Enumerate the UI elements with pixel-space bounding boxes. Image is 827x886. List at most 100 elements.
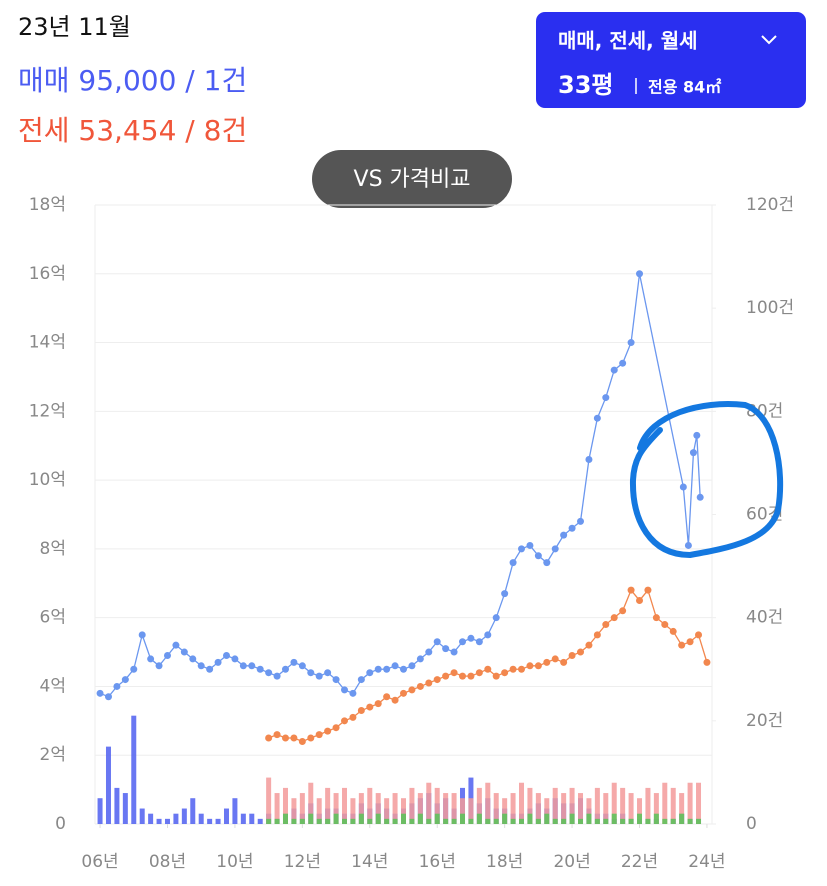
volume-bar: [401, 813, 406, 824]
price-point: [383, 693, 391, 701]
volume-bar: [476, 813, 482, 824]
price-point: [475, 669, 483, 677]
volume-bar: [384, 798, 390, 824]
volume-bar: [485, 782, 491, 824]
volume-bar: [620, 818, 626, 824]
price-point: [113, 682, 121, 690]
y-tick-label: 14억: [29, 333, 66, 353]
price-point: [593, 414, 601, 422]
price-point: [273, 731, 281, 739]
price-point: [400, 665, 407, 673]
volume-bar: [569, 787, 575, 824]
volume-bar: [653, 793, 659, 824]
price-point: [684, 541, 692, 549]
volume-bar: [341, 818, 347, 824]
volume-bar: [578, 793, 584, 824]
volume-bar: [569, 813, 575, 824]
price-point: [602, 621, 610, 629]
price-point: [467, 634, 475, 642]
price-point: [180, 648, 188, 656]
price-point: [568, 524, 576, 532]
volume-bar: [696, 782, 702, 824]
price-point: [551, 655, 559, 663]
volume-bar: [358, 793, 364, 824]
price-point: [138, 631, 146, 639]
volume-bar: [611, 813, 617, 824]
price-point: [147, 655, 155, 663]
volume-bar: [552, 818, 558, 824]
volume-bar: [561, 818, 567, 824]
volume-bar: [586, 813, 592, 824]
x-tick-label: 10년: [216, 852, 253, 872]
y-tick-label: 2억: [40, 745, 66, 765]
price-point: [696, 493, 704, 501]
price-point: [130, 665, 138, 673]
price-point: [593, 631, 601, 639]
volume-bar: [350, 798, 356, 824]
price-point: [543, 658, 551, 666]
volume-bar: [687, 782, 693, 824]
volume-bar: [519, 782, 525, 824]
compare-bg[interactable]: [312, 150, 512, 208]
price-point: [534, 662, 542, 670]
volume-bar: [198, 813, 204, 824]
price-point: [349, 713, 357, 721]
volume-bar: [485, 818, 491, 824]
volume-bar: [443, 793, 449, 824]
price-point: [509, 559, 517, 567]
volume-bar: [434, 787, 440, 824]
y-tick-label: 6억: [40, 608, 66, 628]
volume-bar: [384, 818, 390, 824]
price-point: [526, 541, 534, 549]
price-point: [366, 669, 374, 677]
price-point: [416, 682, 424, 690]
price-point: [121, 676, 129, 684]
filter-button[interactable]: 매매, 전세, 월세 33평 전용 84㎡: [536, 12, 806, 108]
price-point: [104, 693, 112, 701]
volume-bar: [358, 813, 364, 824]
volume-bar: [282, 813, 288, 824]
compare-button[interactable]: VS 가격비교: [312, 150, 512, 208]
filter-bg[interactable]: [536, 12, 806, 108]
x-tick-label: 14년: [351, 852, 388, 872]
price-point: [357, 676, 365, 684]
volume-bar: [350, 818, 356, 824]
price-point: [619, 607, 627, 615]
volume-bar: [620, 787, 626, 824]
price-point: [214, 658, 222, 666]
volume-bar: [662, 782, 668, 824]
filter-size[interactable]: 33평: [558, 71, 613, 99]
y-tick-label: 16억: [29, 264, 66, 284]
sale-summary: 매매 95,000 / 1건: [18, 64, 247, 97]
price-point: [349, 689, 357, 697]
price-point: [543, 559, 551, 567]
y-tick-label: 18억: [29, 195, 66, 215]
volume-bar: [687, 818, 693, 824]
volume-bar: [392, 818, 398, 824]
filter-types[interactable]: 매매, 전세, 월세: [558, 29, 698, 53]
period: 23년 11월: [18, 13, 131, 41]
price-point: [324, 727, 332, 735]
volume-bar: [460, 798, 466, 824]
price-point: [408, 662, 416, 670]
price-point: [324, 669, 332, 677]
filter-area[interactable]: 전용 84㎡: [648, 78, 721, 97]
chevron[interactable]: [761, 35, 777, 45]
price-point: [442, 672, 450, 680]
price-point: [433, 638, 441, 646]
price-point: [340, 717, 348, 725]
price-point: [459, 672, 467, 680]
volume-bar: [240, 813, 246, 824]
volume-bar: [594, 818, 600, 824]
price-point: [425, 679, 433, 687]
volume-bar: [173, 813, 179, 824]
price-point: [357, 707, 365, 715]
volume-bar: [662, 818, 668, 824]
price-point: [450, 669, 458, 677]
compare-label[interactable]: VS 가격비교: [354, 167, 471, 192]
volume-bar: [409, 818, 415, 824]
volume-bar: [417, 813, 423, 824]
volume-bar: [215, 818, 221, 824]
x-tick-label: 12년: [284, 852, 321, 872]
price-point: [265, 734, 273, 742]
